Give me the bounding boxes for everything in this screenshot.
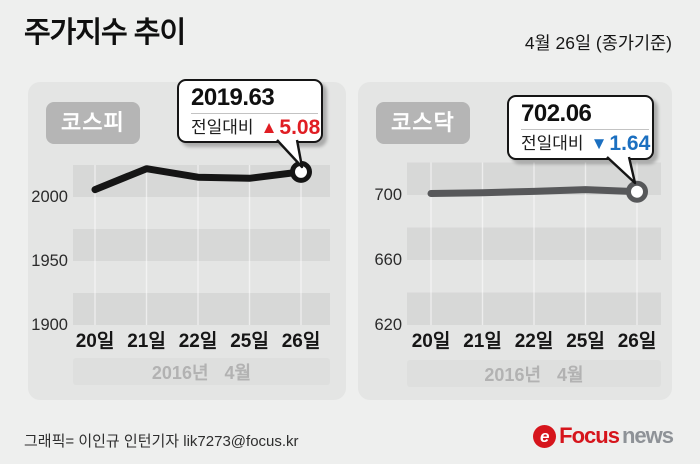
period-year: 2016년 xyxy=(484,364,542,385)
grid-band xyxy=(73,293,330,325)
up-arrow-icon: ▲ xyxy=(260,118,278,137)
date-note: 4월 26일 (종가기준) xyxy=(524,33,672,53)
x-tick: 22일 xyxy=(514,331,554,352)
x-tick: 21일 xyxy=(463,331,502,352)
kospi-value: 2019.63 xyxy=(191,84,275,111)
kosdaq-change: ▼ 1.64 xyxy=(591,132,651,156)
series-line xyxy=(91,165,305,194)
period-month: 4월 xyxy=(224,362,252,383)
grid-band xyxy=(73,229,330,261)
logo-suffix: news xyxy=(621,423,674,448)
y-tick: 1900 xyxy=(31,316,68,334)
kosdaq-value: 702.06 xyxy=(521,100,592,127)
period-year: 2016년 xyxy=(151,362,209,383)
kosdaq-callout: 702.06 전일대비 ▼ 1.64 xyxy=(507,95,654,160)
kospi-chart xyxy=(73,160,330,325)
y-tick: 2000 xyxy=(31,188,68,206)
page-title: 주가지수 추이 xyxy=(24,17,186,49)
end-marker xyxy=(290,160,312,183)
graphic-credit: 그래픽= 이인규 인턴기자 lik7273@focus.kr xyxy=(24,433,299,450)
focus-news-logo: e Focus news xyxy=(533,423,674,449)
change-value: 5.08 xyxy=(279,116,321,139)
x-tick: 26일 xyxy=(281,331,321,352)
y-tick: 700 xyxy=(374,186,402,204)
change-value: 1.64 xyxy=(609,132,651,155)
kosdaq-badge: 코스닥 xyxy=(376,102,470,144)
kospi-callout: 2019.63 전일대비 ▲ 5.08 xyxy=(177,79,323,143)
change-label: 전일대비 xyxy=(191,118,254,137)
down-arrow-icon: ▼ xyxy=(590,134,608,153)
y-tick: 1950 xyxy=(31,252,68,270)
y-tick: 620 xyxy=(374,316,402,334)
callout-divider xyxy=(191,113,318,114)
change-label: 전일대비 xyxy=(521,134,584,153)
x-tick: 20일 xyxy=(75,331,115,352)
kospi-change: ▲ 5.08 xyxy=(261,116,321,140)
period-month: 4월 xyxy=(557,364,584,385)
x-tick: 22일 xyxy=(178,331,218,352)
x-tick: 25일 xyxy=(566,331,605,352)
period-band: 2016년 4월 xyxy=(73,358,330,385)
kospi-badge: 코스피 xyxy=(46,102,140,144)
x-tick: 21일 xyxy=(127,331,166,352)
y-tick: 660 xyxy=(374,251,402,269)
logo-brand: Focus xyxy=(559,423,620,448)
focus-swirl-icon: e xyxy=(533,424,557,448)
series-line xyxy=(427,186,641,197)
callout-divider xyxy=(521,129,649,130)
period-band: 2016년 4월 xyxy=(407,360,661,387)
x-tick: 26일 xyxy=(617,331,657,352)
x-tick: 25일 xyxy=(230,331,269,352)
end-marker xyxy=(626,180,648,203)
x-tick: 20일 xyxy=(411,331,451,352)
